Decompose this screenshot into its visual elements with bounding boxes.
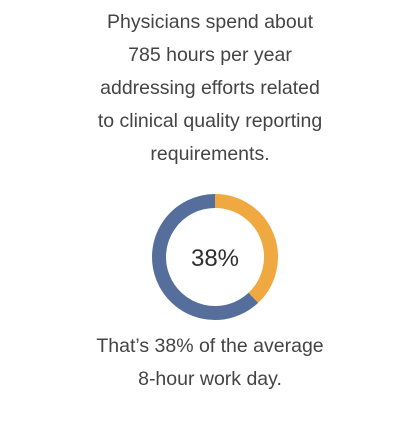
headline-text: Physicians spend about 785 hours per yea… [97,11,323,165]
donut-svg: 38% [152,194,278,320]
footer-text: That’s 38% of the average 8-hour work da… [96,335,324,390]
donut-slice-1 [152,194,259,320]
donut-slices [152,194,278,320]
donut-center-label: 38% [191,245,239,272]
donut-chart: 38% [150,192,280,322]
donut-slice-0 [214,194,278,303]
